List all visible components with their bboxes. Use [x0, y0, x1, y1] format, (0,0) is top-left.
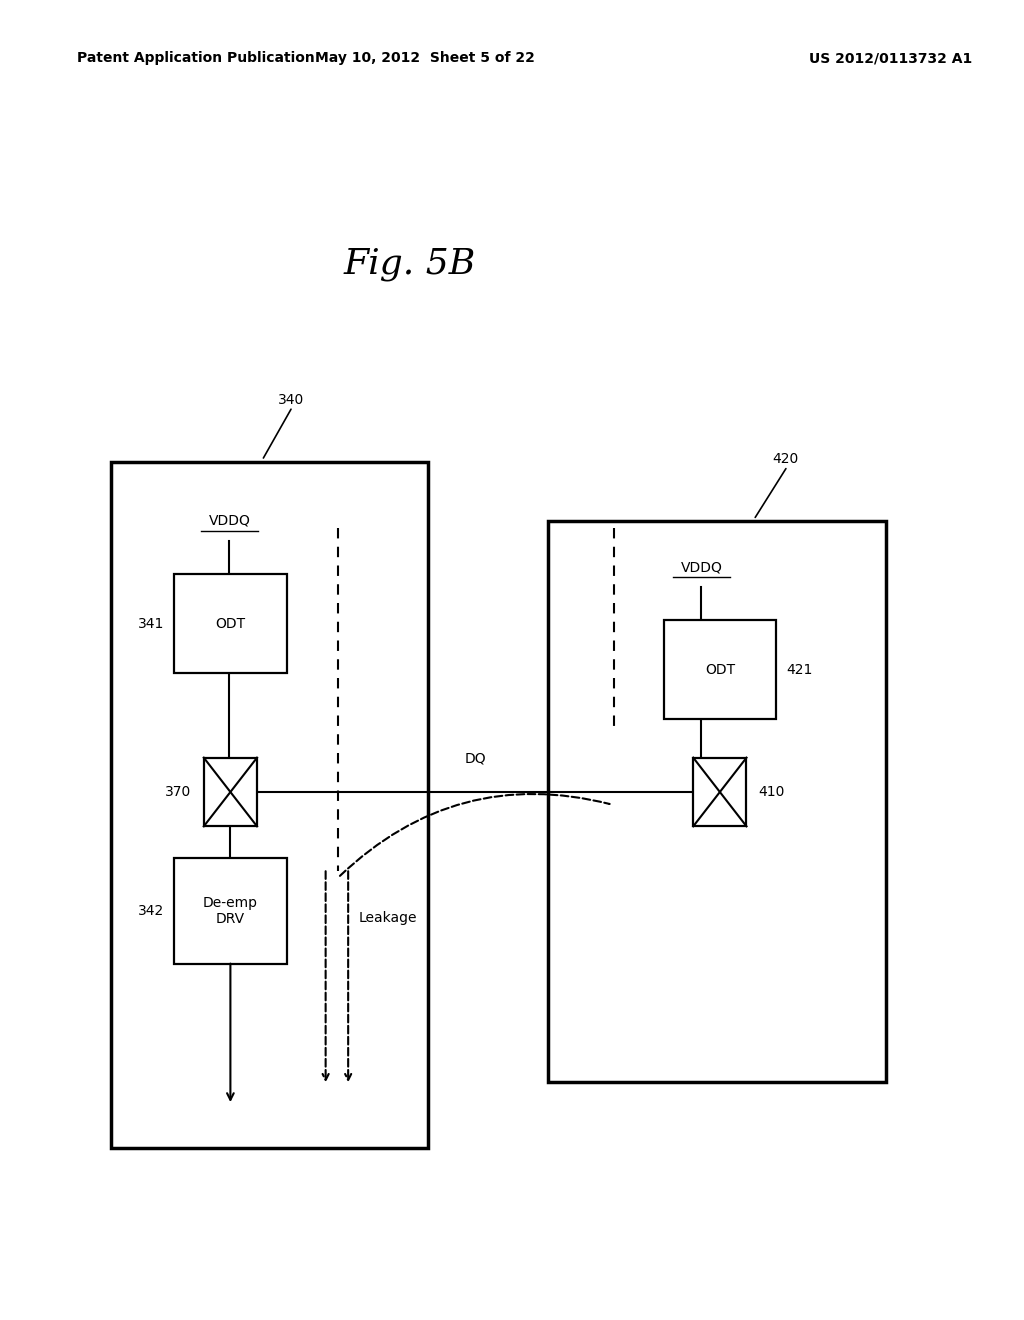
- Bar: [174, 574, 287, 673]
- Text: 340: 340: [278, 392, 304, 407]
- Text: Leakage: Leakage: [358, 911, 417, 925]
- Text: 342: 342: [137, 904, 164, 917]
- Text: 420: 420: [773, 451, 799, 466]
- Text: ODT: ODT: [215, 616, 246, 631]
- Text: ODT: ODT: [705, 663, 735, 677]
- Text: Fig. 5B: Fig. 5B: [343, 247, 476, 281]
- Text: VDDQ: VDDQ: [209, 513, 250, 528]
- Text: US 2012/0113732 A1: US 2012/0113732 A1: [809, 51, 973, 65]
- Text: May 10, 2012  Sheet 5 of 22: May 10, 2012 Sheet 5 of 22: [315, 51, 535, 65]
- Bar: [174, 858, 287, 964]
- Text: 341: 341: [137, 616, 164, 631]
- Text: 410: 410: [759, 785, 785, 799]
- FancyArrowPatch shape: [340, 793, 609, 876]
- Text: VDDQ: VDDQ: [681, 560, 722, 574]
- Text: De-emp
DRV: De-emp DRV: [203, 896, 258, 925]
- Text: 421: 421: [786, 663, 813, 677]
- Bar: [204, 758, 257, 826]
- Text: 370: 370: [165, 785, 191, 799]
- Bar: [548, 521, 886, 1082]
- Bar: [664, 620, 776, 719]
- Text: Patent Application Publication: Patent Application Publication: [77, 51, 314, 65]
- Bar: [693, 758, 746, 826]
- Text: DQ: DQ: [464, 751, 486, 766]
- Bar: [111, 462, 428, 1148]
